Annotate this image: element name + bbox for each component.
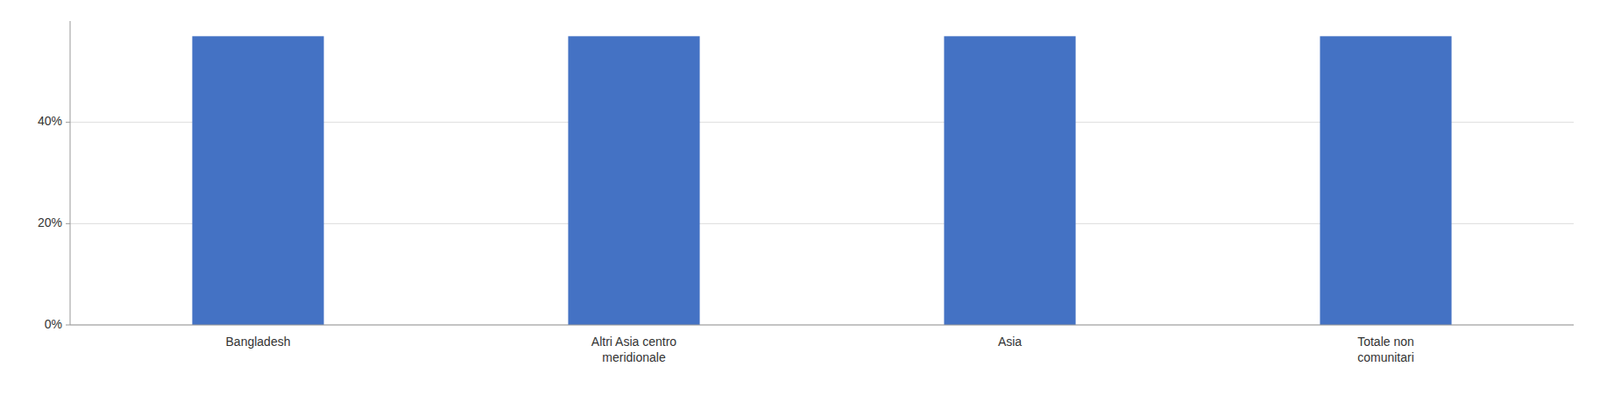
y-tick xyxy=(65,325,71,326)
x-tick-label: Altri Asia centromeridionale xyxy=(591,334,677,365)
chart-container: 0% 20% 40% Bangladesh Altri Asia centromerid… xyxy=(0,0,1600,395)
grid-line xyxy=(70,325,1574,326)
chart-svg: 0% 20% 40% Bangladesh Altri Asia centromerid… xyxy=(0,0,1600,395)
y-tick-label: 0% xyxy=(44,317,63,332)
bar xyxy=(567,35,700,326)
y-tick-label: 40% xyxy=(37,113,63,128)
x-tick-label: Asia xyxy=(998,334,1022,349)
y-tick xyxy=(65,121,71,123)
x-tick-label: Bangladesh xyxy=(226,334,291,349)
y-axis-line xyxy=(70,21,71,326)
bars xyxy=(191,35,1452,326)
y-axis: 0% 20% 40% xyxy=(37,21,71,332)
bar xyxy=(191,35,324,326)
x-axis: Bangladesh Altri Asia centromeridionale As… xyxy=(70,325,1574,365)
bar xyxy=(1319,35,1452,326)
x-tick-label: Totale noncomunitari xyxy=(1357,334,1415,365)
x-axis-line xyxy=(70,325,1574,326)
bar xyxy=(943,35,1076,326)
y-tick xyxy=(65,223,71,225)
y-tick-label: 20% xyxy=(37,215,63,230)
